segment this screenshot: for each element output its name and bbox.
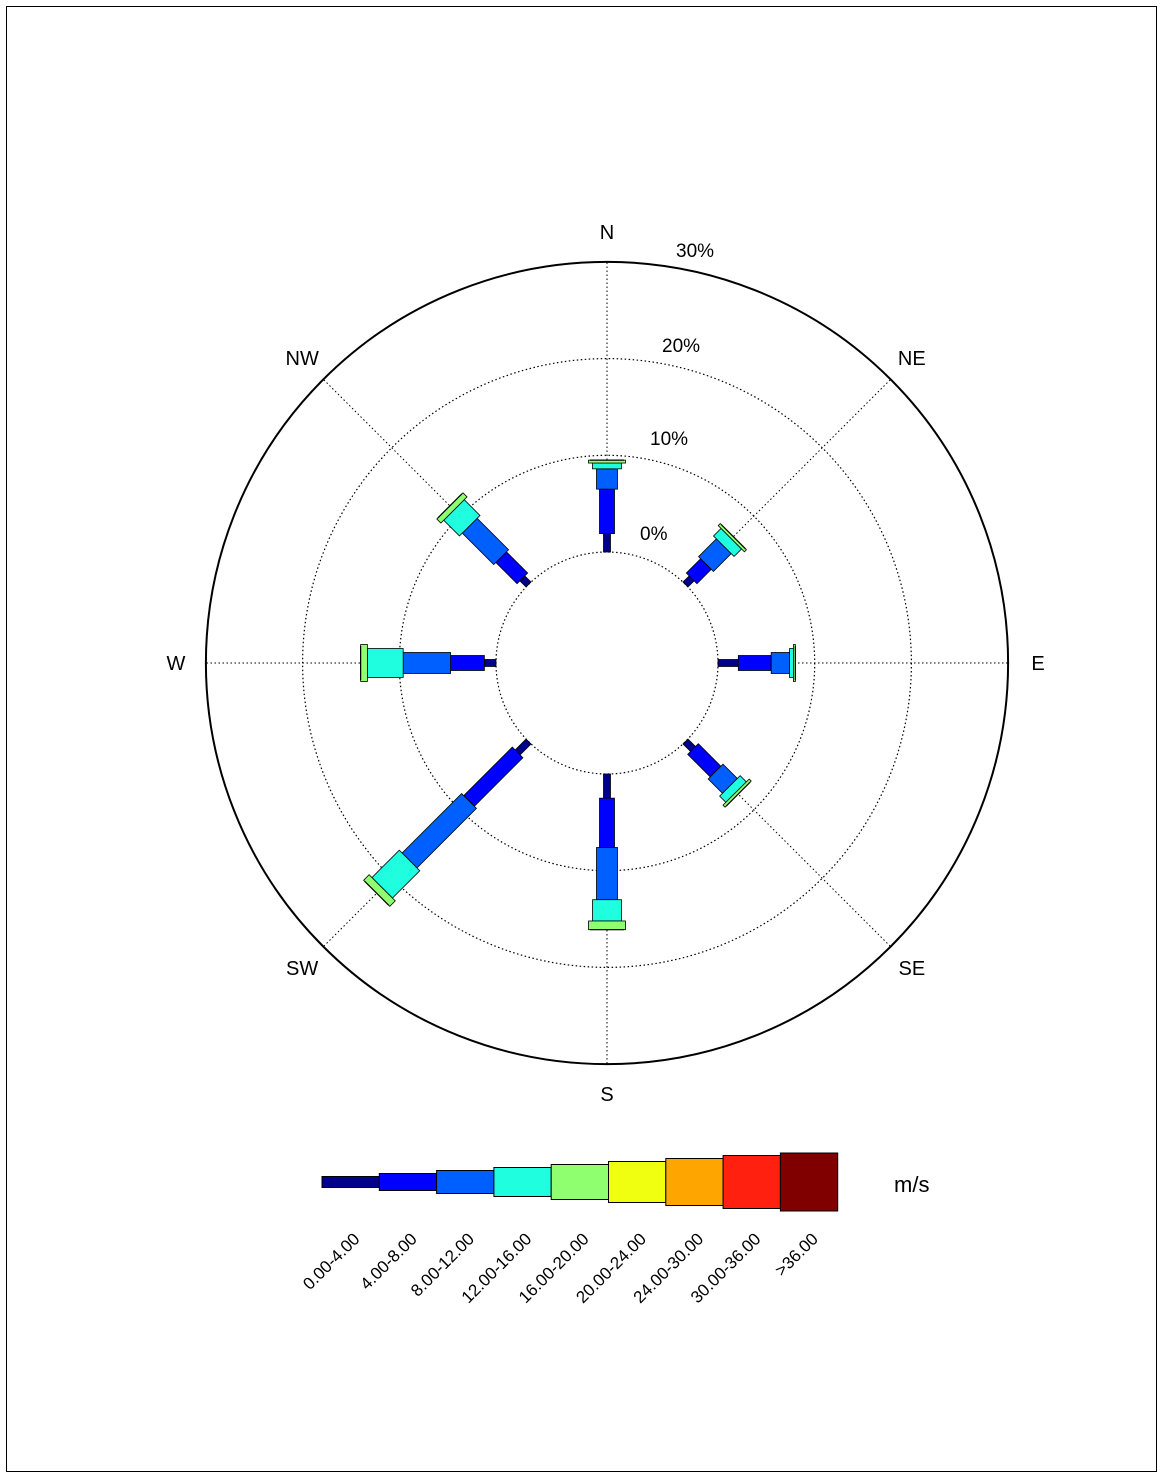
- bar-e-bin-1: [737, 655, 772, 671]
- direction-label-se: SE: [898, 958, 925, 980]
- direction-label-nw: NW: [286, 348, 319, 370]
- ring-30: [204, 260, 1010, 1066]
- ring-label-20: 20%: [662, 336, 700, 357]
- bar-w-bin-0: [483, 659, 497, 667]
- legend: 0.00-4.004.00-8.008.00-12.0012.00-16.001…: [299, 1152, 929, 1307]
- ring-0: [495, 551, 719, 775]
- bar-n-bin-0: [603, 533, 611, 553]
- bar-cap-sw: [364, 880, 390, 906]
- direction-label-sw: SW: [286, 958, 318, 980]
- legend-swatch-0: [321, 1176, 380, 1188]
- legend-swatch-8: [779, 1152, 839, 1212]
- figure-frame: [6, 6, 1157, 1472]
- bar-n-bin-2: [596, 468, 618, 490]
- bar-e-bin-0: [717, 659, 739, 667]
- legend-swatch-6: [665, 1158, 724, 1206]
- bar-cap-ne: [720, 524, 746, 550]
- legend-swatch-3: [493, 1167, 552, 1197]
- ring-label-10: 10%: [650, 429, 688, 450]
- legend-swatch-1: [378, 1173, 438, 1191]
- bars-layer: [360, 459, 796, 931]
- bar-cap-nw: [437, 493, 463, 519]
- bar-w-bin-2: [402, 652, 451, 674]
- legend-swatch-7: [722, 1155, 781, 1209]
- bar-s-bin-2: [596, 847, 618, 901]
- ring-label-0: 0%: [640, 524, 668, 545]
- direction-label-w: W: [166, 653, 185, 675]
- legend-label-8: >36.00: [771, 1229, 822, 1280]
- legend-unit: m/s: [894, 1172, 929, 1197]
- direction-label-s: S: [600, 1084, 613, 1106]
- bar-sw-bin-2: [401, 792, 478, 869]
- legend-swatch-5: [608, 1161, 667, 1203]
- bar-n-bin-3: [592, 462, 622, 470]
- bar-s-bin-0: [603, 773, 611, 799]
- legend-label-0: 0.00-4.00: [299, 1229, 363, 1293]
- bar-s-bin-3: [592, 899, 622, 922]
- bar-w-bin-3: [366, 648, 404, 678]
- bar-w-bin-4: [360, 644, 368, 682]
- bar-e-bin-2: [770, 652, 790, 674]
- ring-label-30: 30%: [676, 241, 714, 262]
- bar-s-bin-1: [599, 797, 615, 848]
- bar-s-bin-4: [588, 920, 626, 931]
- direction-label-ne: NE: [898, 348, 926, 370]
- legend-swatch-2: [436, 1170, 495, 1194]
- direction-label-e: E: [1031, 653, 1044, 675]
- grid-layer: [204, 260, 1010, 1066]
- bar-n-bin-1: [599, 488, 615, 535]
- legend-swatch-4: [550, 1164, 610, 1200]
- bar-w-bin-1: [450, 655, 485, 671]
- bar-sw-bin-1: [463, 746, 524, 807]
- labels-layer: 0% 10% 20% 30% N NE E SE S SW W NW: [166, 222, 1044, 1106]
- bar-cap-se: [725, 781, 751, 807]
- direction-label-n: N: [600, 222, 614, 244]
- bar-e-bin-3: [789, 648, 794, 678]
